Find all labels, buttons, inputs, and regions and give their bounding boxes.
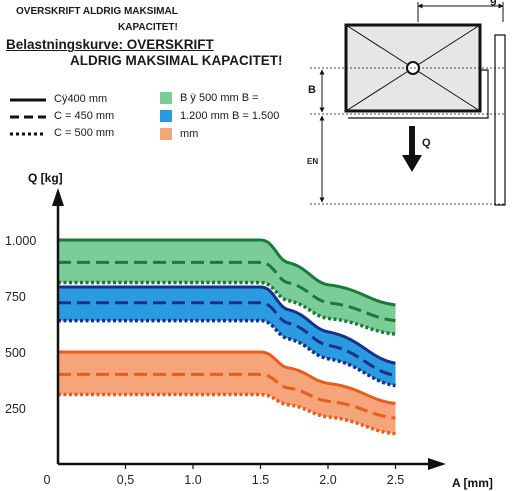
y-tick-label: 250 <box>5 402 26 416</box>
legend-line-label: C = 500 mm <box>54 127 115 139</box>
warning-line-2: KAPACITET! <box>118 22 178 33</box>
x-tick-label: 2.0 <box>319 473 336 487</box>
legend-band-label: 1.200 mm B = 1.500 <box>180 110 280 122</box>
diagram-label-b: B <box>308 84 316 96</box>
x-tick-label: 0 <box>44 473 51 487</box>
series-line-1-dashed <box>58 301 396 377</box>
band-fill-2 <box>58 352 396 434</box>
wall-post <box>494 34 506 206</box>
bracket-outline <box>348 69 489 119</box>
y-axis-label: Q [kg] <box>28 171 63 185</box>
legend-band-swatch-orange <box>160 128 172 140</box>
x-tick-label: 2.5 <box>387 473 404 487</box>
legend-line-label: C = 450 mm <box>54 110 115 122</box>
diagram-label-en: EN <box>307 157 319 166</box>
axes-layer: 0 0,5 1.0 1.5 2.0 2.5 250 500 750 1.000 <box>5 188 446 487</box>
series-line-1-solid <box>58 285 396 365</box>
load-arrow-icon <box>402 155 422 172</box>
legend-band-label: B ÿ 500 mm B = <box>180 92 259 104</box>
load-diagram <box>310 2 506 206</box>
diagram-label-q: Q <box>422 137 431 149</box>
series-line-2-dotted <box>58 392 396 436</box>
diagram-label-top: g <box>490 0 497 6</box>
legend-band-label: mm <box>180 128 199 140</box>
series-line-2-solid <box>58 350 396 406</box>
x-tick-label: 0,5 <box>117 473 134 487</box>
x-tick-label: 1.5 <box>252 473 269 487</box>
series-line-1-dotted <box>58 318 396 388</box>
legend-band-swatch-blue <box>160 110 172 122</box>
y-tick-label: 500 <box>5 346 26 360</box>
series-line-2-dashed <box>58 372 396 420</box>
band-fill-1 <box>58 287 396 386</box>
legend-band-swatch-green <box>160 92 172 104</box>
y-tick-label: 750 <box>5 290 26 304</box>
series-line-0-solid <box>58 238 396 307</box>
x-tick-label: 1.0 <box>184 473 201 487</box>
legend-line-label: Cÿ400 mm <box>54 93 108 105</box>
y-axis-arrow-icon <box>52 188 64 206</box>
x-axis-arrow-icon <box>428 458 446 470</box>
series-line-0-dotted <box>58 280 396 336</box>
x-axis-label: A [mm] <box>452 476 493 490</box>
warning-line-1: OVERSKRIFT ALDRIG MAKSIMAL <box>16 6 178 17</box>
series-line-0-dashed <box>58 260 396 323</box>
chart-title-line-2: ALDRIG MAKSIMAL KAPACITET! <box>70 53 283 68</box>
chart-title-line-1: Belastningskurve: OVERSKRIFT <box>6 37 214 52</box>
series-layer <box>58 238 396 436</box>
y-tick-label: 1.000 <box>5 234 36 248</box>
legend-swatches <box>10 92 172 140</box>
